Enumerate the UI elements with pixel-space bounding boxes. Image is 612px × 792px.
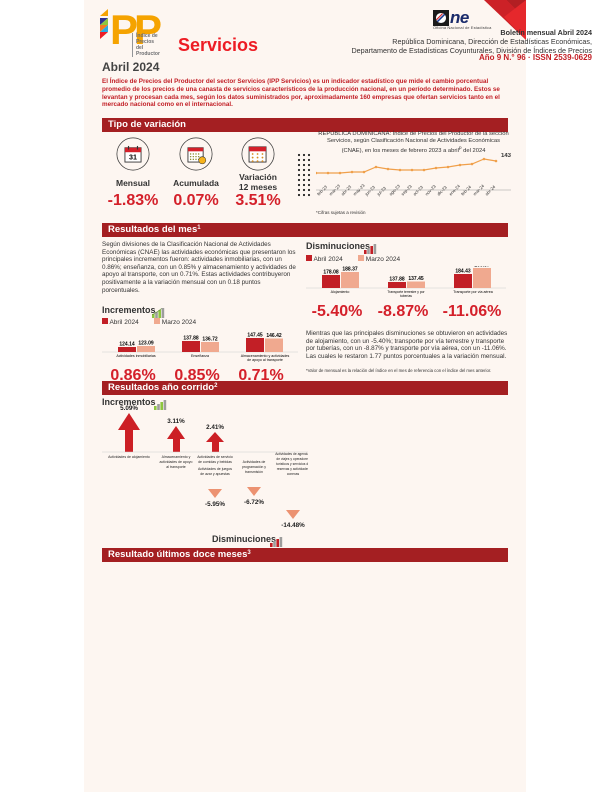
svg-text:Transporte por vía aérea: Transporte por vía aérea xyxy=(453,290,492,294)
svg-text:de azar y apuestas: de azar y apuestas xyxy=(200,472,230,476)
svg-text:200.37: 200.37 xyxy=(474,266,490,269)
svg-text:Enseñanza: Enseñanza xyxy=(191,354,209,358)
svg-text:137.88: 137.88 xyxy=(389,277,405,283)
svg-text:3.11%: 3.11% xyxy=(167,418,185,425)
svg-text:-14.48%: -14.48% xyxy=(281,522,305,529)
svg-text:188.37: 188.37 xyxy=(342,267,358,273)
svg-text:31: 31 xyxy=(129,153,137,161)
svg-text:124.14: 124.14 xyxy=(119,342,135,348)
svg-text:136.72: 136.72 xyxy=(202,337,218,343)
svg-text:5.09%: 5.09% xyxy=(120,405,138,412)
svg-text:al transporte: al transporte xyxy=(166,465,186,469)
svg-text:-5.95%: -5.95% xyxy=(205,501,225,508)
svg-text:Actividades de: Actividades de xyxy=(243,460,266,464)
svg-text:Actividades inmobiliarias: Actividades inmobiliarias xyxy=(116,354,156,358)
svg-text:Actividades de juegos: Actividades de juegos xyxy=(198,467,232,471)
svg-text:Alojamiento: Alojamiento xyxy=(331,290,350,294)
svg-text:137.45: 137.45 xyxy=(408,276,424,282)
svg-text:actividades de apoyo: actividades de apoyo xyxy=(160,460,193,464)
svg-text:178.08: 178.08 xyxy=(323,270,339,276)
svg-text:2.41%: 2.41% xyxy=(206,424,224,431)
svg-text:de viajes y operadores: de viajes y operadores xyxy=(276,457,308,461)
svg-text:Actividades de servicio: Actividades de servicio xyxy=(197,455,233,459)
svg-text:143.84: 143.84 xyxy=(501,153,511,159)
svg-text:tuberías: tuberías xyxy=(400,294,412,298)
svg-text:turísticos y servicios de: turísticos y servicios de xyxy=(276,462,308,466)
svg-text:-6.72%: -6.72% xyxy=(244,499,264,506)
svg-text:Actividades de alojamiento: Actividades de alojamiento xyxy=(108,455,150,459)
svg-text:de comidas y bebidas: de comidas y bebidas xyxy=(198,460,232,464)
svg-text:123.09: 123.09 xyxy=(138,341,154,347)
svg-text:147.45: 147.45 xyxy=(247,333,263,339)
svg-text:137.88: 137.88 xyxy=(183,336,199,342)
svg-text:transmisión: transmisión xyxy=(245,470,263,474)
svg-text:184.43: 184.43 xyxy=(455,269,471,275)
svg-text:reservas y actividades: reservas y actividades xyxy=(277,467,308,471)
svg-text:Actividades de agencias: Actividades de agencias xyxy=(275,452,308,456)
svg-text:programación y: programación y xyxy=(242,465,266,469)
svg-text:de apoyo al transporte: de apoyo al transporte xyxy=(247,358,283,362)
svg-text:146.42: 146.42 xyxy=(266,333,282,339)
svg-text:Almacenamiento y: Almacenamiento y xyxy=(162,455,191,459)
svg-text:conexas: conexas xyxy=(287,472,300,476)
